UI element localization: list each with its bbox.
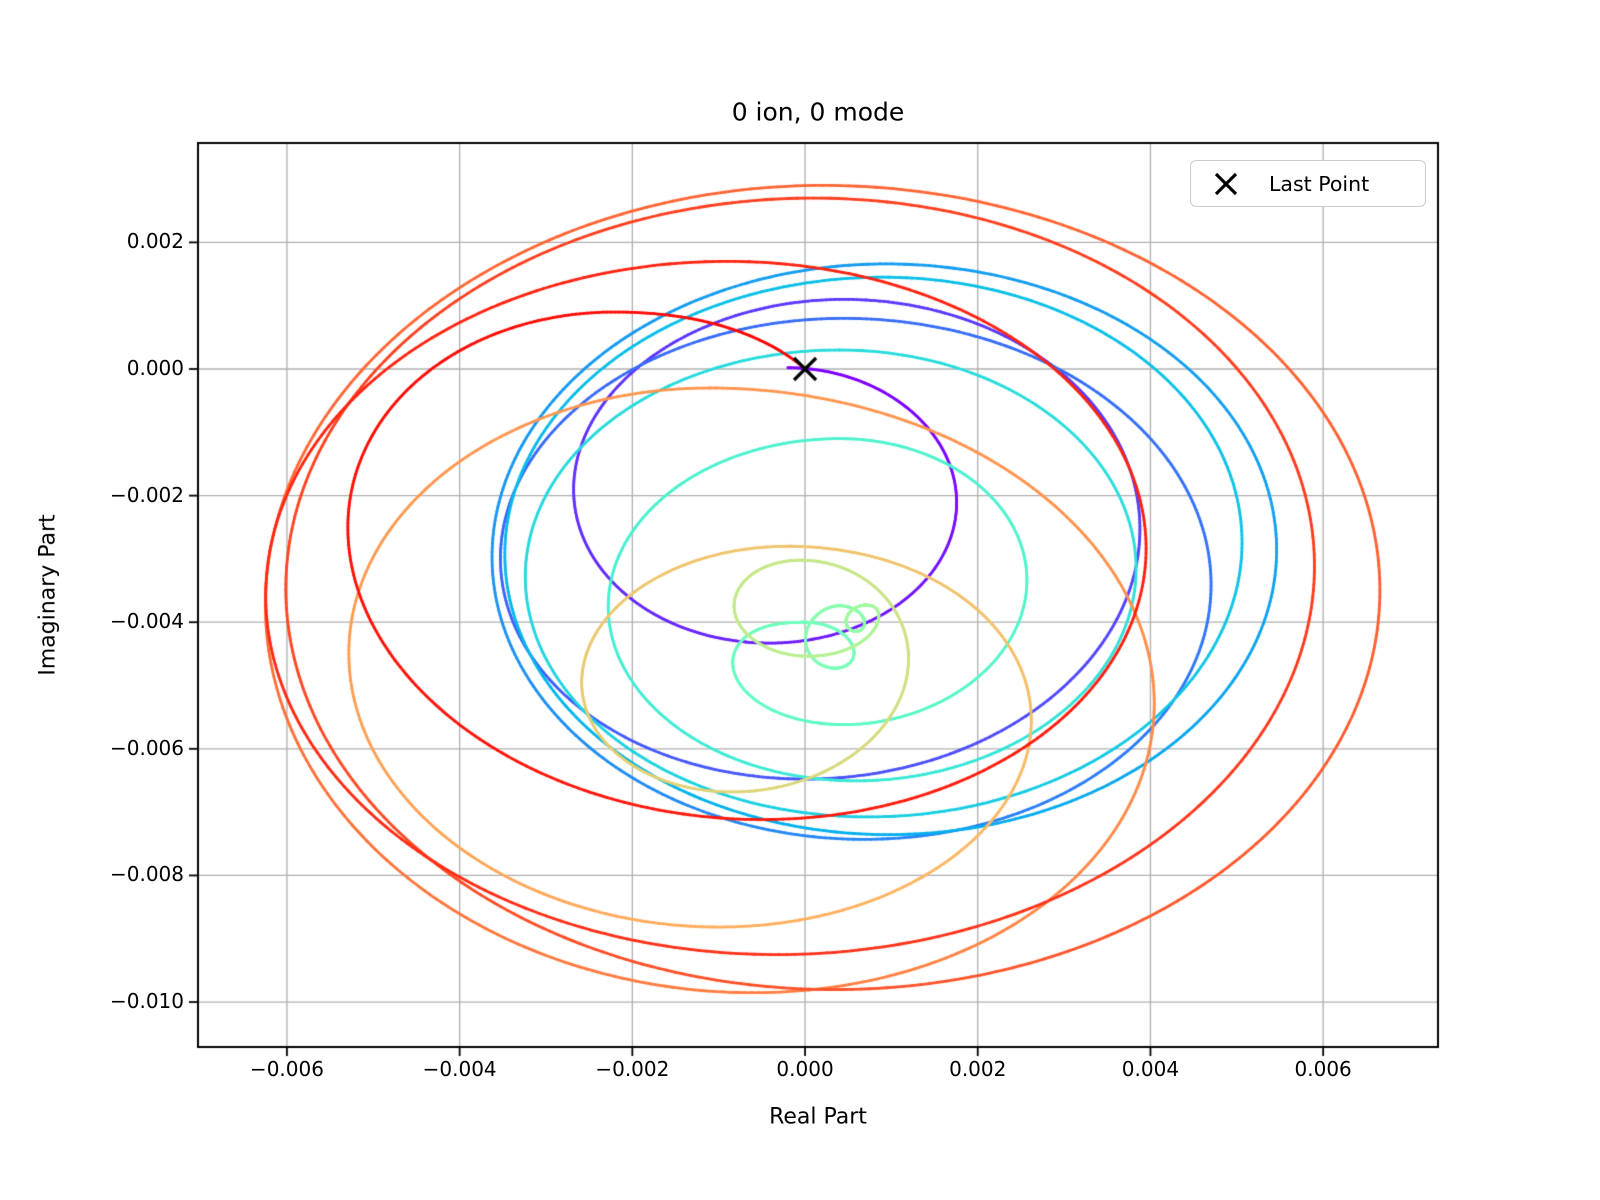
x-marker-icon	[1214, 172, 1238, 195]
y-tick-label: 0.002	[126, 229, 184, 254]
legend: Last Point	[1190, 160, 1426, 207]
x-tick-label: 0.004	[1121, 1057, 1180, 1081]
y-tick-label: −0.004	[109, 609, 184, 634]
x-tick-label: −0.004	[422, 1057, 497, 1081]
x-tick-label: 0.000	[776, 1057, 834, 1081]
legend-label: Last Point	[1269, 171, 1370, 196]
y-tick-label: −0.010	[109, 989, 184, 1014]
x-tick-label: 0.006	[1294, 1057, 1352, 1081]
x-tick-label: −0.002	[595, 1057, 670, 1081]
y-tick-label: −0.006	[109, 735, 184, 760]
y-axis-label: Imaginary Part	[35, 514, 61, 676]
x-tick-label: −0.006	[249, 1057, 324, 1081]
x-axis-label: Real Part	[769, 1104, 867, 1130]
y-tick-label: −0.002	[109, 482, 184, 507]
y-tick-label: −0.008	[109, 862, 184, 887]
y-tick-label: 0.000	[126, 356, 184, 380]
chart-title: 0 ion, 0 mode	[731, 97, 905, 127]
x-tick-label: 0.002	[949, 1057, 1007, 1081]
